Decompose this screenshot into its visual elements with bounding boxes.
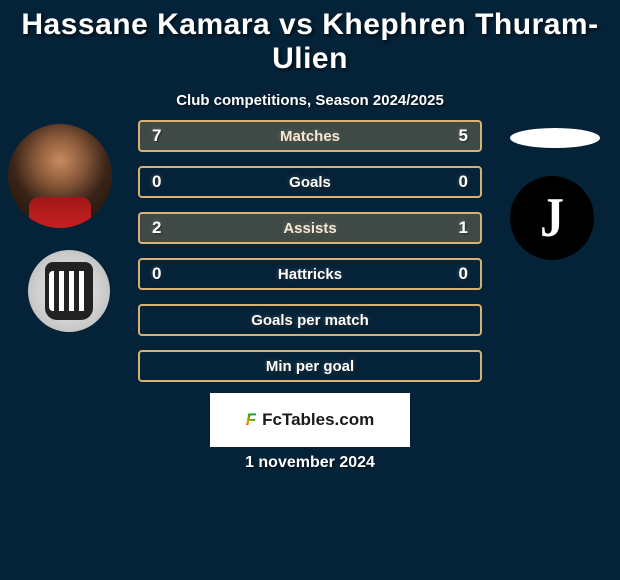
page-title: Hassane Kamara vs Khephren Thuram-Ulien (0, 0, 620, 76)
right-column: J (510, 128, 600, 260)
stat-row: Min per goal (138, 350, 482, 382)
stat-value-left: 7 (152, 126, 161, 146)
juventus-j-icon: J (540, 190, 564, 246)
stat-row: Goals per match (138, 304, 482, 336)
stat-label: Goals per match (140, 312, 480, 329)
stats-table: 7Matches50Goals02Assists10Hattricks0Goal… (138, 120, 482, 396)
stat-row: 0Hattricks0 (138, 258, 482, 290)
stat-label: Goals (140, 174, 480, 191)
club-left-badge (28, 250, 110, 332)
stat-value-left: 2 (152, 218, 161, 238)
watermark-text: FcTables.com (262, 410, 374, 430)
stat-value-right: 0 (459, 264, 468, 284)
date-label: 1 november 2024 (0, 454, 620, 472)
udinese-shield-icon (45, 262, 93, 320)
stat-value-right: 1 (459, 218, 468, 238)
stat-value-left: 0 (152, 172, 161, 192)
left-column (8, 124, 112, 332)
stat-value-left: 0 (152, 264, 161, 284)
player-left-avatar (8, 124, 112, 228)
stat-row: 7Matches5 (138, 120, 482, 152)
stat-label: Hattricks (140, 266, 480, 283)
watermark: F FcTables.com (210, 393, 410, 447)
fctables-logo-icon: F (246, 410, 256, 430)
stat-value-right: 5 (459, 126, 468, 146)
stat-row: 0Goals0 (138, 166, 482, 198)
stat-value-right: 0 (459, 172, 468, 192)
club-right-badge: J (510, 176, 594, 260)
stat-fill-left (140, 122, 337, 150)
stat-row: 2Assists1 (138, 212, 482, 244)
stat-fill-left (140, 214, 368, 242)
player-right-avatar (510, 128, 600, 148)
subtitle: Club competitions, Season 2024/2025 (0, 92, 620, 109)
stat-label: Min per goal (140, 358, 480, 375)
